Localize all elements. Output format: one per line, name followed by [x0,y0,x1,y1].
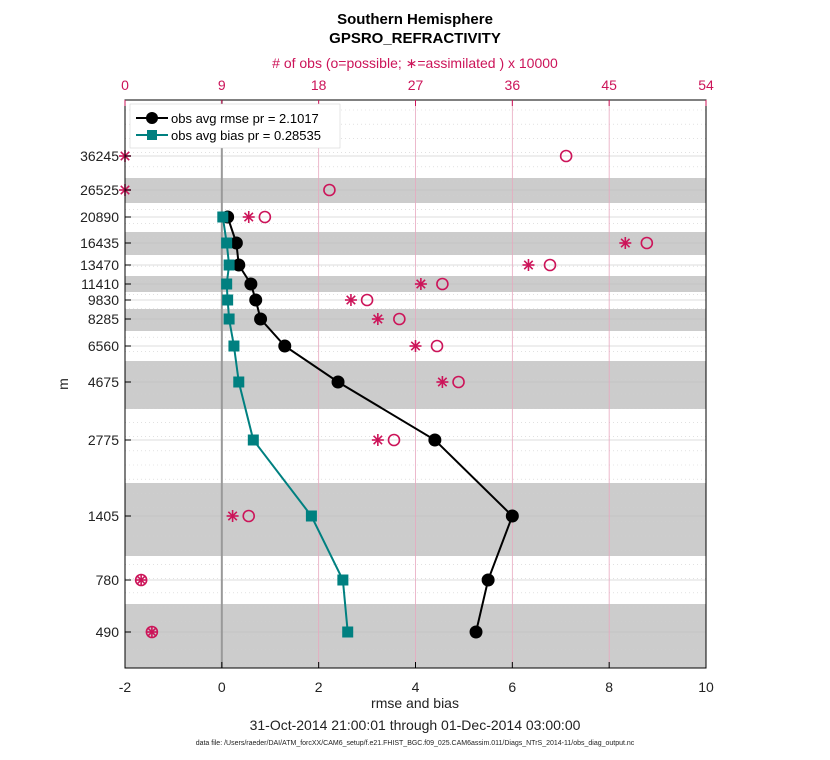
bias-point [305,510,317,522]
legend-bias-label: obs avg bias pr = 0.28535 [171,128,321,143]
bias-point [223,259,235,271]
y-tick-label: 4675 [88,374,119,390]
bias-point [337,574,349,586]
y-tick-label: 26525 [80,182,119,198]
obs-assimilated-marker [145,626,158,638]
bias-point [223,313,235,325]
rmse-point [331,375,345,389]
top-tick-label: 18 [311,77,327,93]
bias-point [217,211,229,223]
y-tick-label: 20890 [80,209,119,225]
rmse-point [278,339,292,353]
obs-possible-marker [387,433,401,447]
legend-box [129,103,341,149]
top-tick-label: 27 [408,77,424,93]
obs-possible-marker [436,277,449,291]
obs-assimilated-marker [522,259,535,271]
y-tick-label: 9830 [88,292,119,308]
bias-point [247,434,259,446]
obs-possible-marker [452,375,465,389]
y-axis-label: m [55,378,71,390]
rmse-point [254,312,268,326]
obs-assimilated-marker [619,237,632,249]
obs-possible-marker [430,339,444,353]
y-tick-label: 36245 [80,148,119,164]
chart-subtitle: GPSRO_REFRACTIVITY [329,30,501,47]
y-tick-label: 8285 [88,311,119,327]
series-layer [217,210,519,639]
obs-assimilated-marker [371,434,384,446]
y-tick-label: 1405 [88,508,119,524]
obs-assimilated-marker [344,294,357,306]
vertical-gridlines [220,100,610,668]
x-tick-label: 2 [315,679,323,695]
y-tick-label: 2775 [88,432,119,448]
obs-possible-marker [360,293,374,307]
time-range: 31-Oct-2014 21:00:01 through 01-Dec-2014… [250,717,581,733]
legend-rmse-label: obs avg rmse pr = 2.1017 [171,111,319,126]
rmse-point [428,433,442,447]
obs-assimilated-marker [226,510,239,522]
x-tick-label: 10 [698,679,714,695]
data-file-path: data file: /Users/raeder/DAI/ATM_forcXX/… [196,740,635,747]
rmse-point [469,625,483,639]
obs-possible-marker [640,236,654,250]
top-tick-label: 36 [505,77,521,93]
bias-point [222,294,234,306]
x-tick-label: 8 [605,679,613,695]
chart-title: Southern Hemisphere [337,11,493,28]
obs-assimilated-marker [436,376,449,388]
obs-possible-marker [543,258,557,272]
y-tick-label: 11410 [81,276,119,292]
obs-possible-marker [323,183,336,197]
x-tick-label: 4 [412,679,420,695]
obs-possible-marker [393,312,406,326]
rmse-point [249,293,263,307]
x-tick-label: -2 [119,679,132,695]
x-axis-label: rmse and bias [371,695,459,711]
legend-rmse-marker [146,112,158,124]
top-tick-label: 54 [698,77,714,93]
top-axis-label: # of obs (o=possible; ∗=assimilated ) x … [272,55,558,71]
obs-count-markers [119,149,654,639]
obs-assimilated-marker [409,340,422,352]
y-tick-label: 6560 [88,338,119,354]
rmse-point [244,277,258,291]
axis-ticks: -2 0 2 4 6 8 10 0 9 18 27 36 45 54 36245 26525 20890 1643… [80,77,714,695]
rmse-point [505,509,519,523]
y-tick-label: 16435 [80,235,119,251]
rmse-point [481,573,495,587]
bias-point [228,340,240,352]
top-tick-label: 45 [601,77,617,93]
legend: obs avg rmse pr = 2.1017 obs avg bias pr… [129,103,341,149]
rmse-point [229,236,243,250]
obs-assimilated-marker [242,211,255,223]
rmse-point [232,258,246,272]
bias-point [221,237,233,249]
top-tick-label: 9 [218,77,226,93]
y-tick-label: 13470 [80,257,119,273]
obs-assimilated-marker [135,574,148,586]
obs-assimilated-marker [371,313,384,325]
obs-possible-marker [258,210,272,224]
bias-point [342,626,354,638]
top-tick-label: 0 [121,77,129,93]
legend-bias-marker [147,130,157,140]
x-tick-label: 6 [508,679,516,695]
bias-point [233,376,245,388]
y-tick-label: 490 [96,624,120,640]
y-tick-label: 780 [96,572,120,588]
bias-point [221,278,233,290]
obs-possible-marker [559,149,573,163]
x-tick-label: 0 [218,679,226,695]
obs-possible-marker [242,509,256,523]
obs-assimilated-marker [414,278,427,290]
